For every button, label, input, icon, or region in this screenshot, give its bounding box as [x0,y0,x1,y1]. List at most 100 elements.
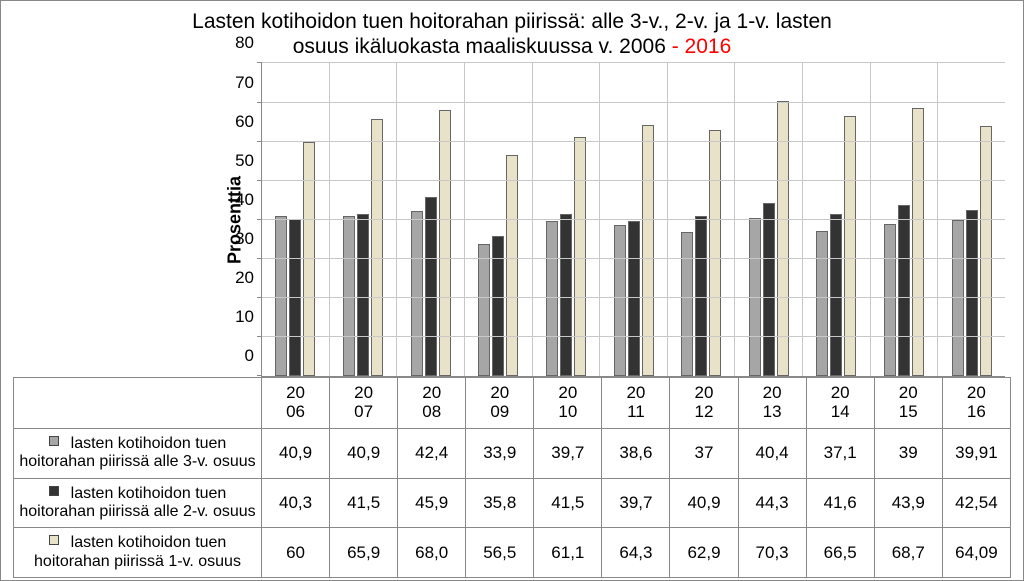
legend-marker [49,535,59,545]
chart-frame: Lasten kotihoidon tuen hoitorahan piiris… [0,0,1024,581]
bar [371,119,383,377]
category-label: 2015 [874,378,942,428]
data-cell: 56,5 [466,528,534,578]
title-line-2a: osuus ikäluokasta maaliskuussa v. 2006 [293,35,672,58]
data-cell: 39 [874,428,942,478]
data-cell: 33,9 [466,428,534,478]
y-tick-label: 30 [235,229,262,249]
bar-group [465,63,533,376]
series-row: lasten kotihoidon tuenhoitorahan piiriss… [14,478,1011,528]
category-label: 2014 [806,378,874,428]
table-corner [14,378,262,428]
category-label: 2012 [670,378,738,428]
y-tick-label: 50 [235,151,262,171]
chart-area: Prosenttia 01020304050607080 [13,63,1011,377]
title-line-1: Lasten kotihoidon tuen hoitorahan piiris… [192,10,832,33]
data-cell: 64,09 [942,528,1010,578]
category-label: 2011 [602,378,670,428]
data-cell: 45,9 [398,478,466,528]
data-cell: 41,5 [330,478,398,528]
y-tick-label: 70 [235,73,262,93]
category-row: 2006200720082009201020112012201320142015… [14,378,1011,428]
legend-marker [49,436,59,446]
bar [816,231,828,376]
bar [777,101,789,376]
data-cell: 65,9 [330,528,398,578]
data-cell: 35,8 [466,478,534,528]
bar [966,210,978,376]
category-label: 2006 [262,378,330,428]
bar [681,232,693,377]
bar-group [803,63,871,376]
gridline [262,297,1005,298]
y-tick-mark [257,297,262,298]
data-cell: 41,6 [806,478,874,528]
bar-group [600,63,668,376]
bar [574,137,586,376]
data-cell: 40,9 [262,428,330,478]
y-tick-label: 10 [235,307,262,327]
legend-marker [49,486,59,496]
category-label: 2013 [738,378,806,428]
bar-group [330,63,398,376]
bar [357,214,369,376]
gridline [262,258,1005,259]
data-cell: 40,9 [330,428,398,478]
bar-group [668,63,736,376]
data-cell: 37,1 [806,428,874,478]
series-row: lasten kotihoidon tuenhoitorahan piiriss… [14,528,1011,578]
data-cell: 42,54 [942,478,1010,528]
series-label: lasten kotihoidon tuenhoitorahan piiriss… [14,478,262,528]
gridline [262,336,1005,337]
category-label: 2007 [330,378,398,428]
bar-group [735,63,803,376]
category-label: 2008 [398,378,466,428]
y-tick-label: 60 [235,112,262,132]
bar [844,116,856,376]
gridline [262,102,1005,103]
bar [506,155,518,376]
data-cell: 60 [262,528,330,578]
bar [546,221,558,376]
data-cell: 68,7 [874,528,942,578]
bar [709,130,721,376]
chart-title: Lasten kotihoidon tuen hoitorahan piiris… [5,9,1019,59]
bar-group [938,63,1005,376]
gridline [262,180,1005,181]
data-cell: 40,4 [738,428,806,478]
series-label: lasten kotihoidon tuenhoitorahan piiriss… [14,428,262,478]
data-cell: 40,9 [670,478,738,528]
bar-group [533,63,601,376]
data-cell: 37 [670,428,738,478]
gridline [262,62,1005,63]
y-tick-label: 40 [235,190,262,210]
bar-group [871,63,939,376]
bar [763,203,775,376]
data-cell: 66,5 [806,528,874,578]
data-cell: 41,5 [534,478,602,528]
data-cell: 39,7 [602,478,670,528]
data-cell: 39,7 [534,428,602,478]
bar [642,125,654,377]
y-tick-label: 80 [235,33,262,53]
data-cell: 39,91 [942,428,1010,478]
y-tick-mark [257,336,262,337]
bar [411,211,423,377]
y-tick-label: 20 [235,268,262,288]
data-cell: 64,3 [602,528,670,578]
series-row: lasten kotihoidon tuenhoitorahan piiriss… [14,428,1011,478]
bar [303,142,315,377]
y-tick-mark [257,141,262,142]
y-tick-mark [257,219,262,220]
data-cell: 38,6 [602,428,670,478]
bar [425,197,437,377]
gridline [262,141,1005,142]
y-tick-label: 0 [245,346,262,366]
y-tick-mark [257,375,262,376]
bar [898,205,910,377]
category-label: 2010 [534,378,602,428]
data-cell: 62,9 [670,528,738,578]
data-cell: 43,9 [874,478,942,528]
title-line-2b: - 2016 [672,35,732,58]
y-tick-mark [257,258,262,259]
